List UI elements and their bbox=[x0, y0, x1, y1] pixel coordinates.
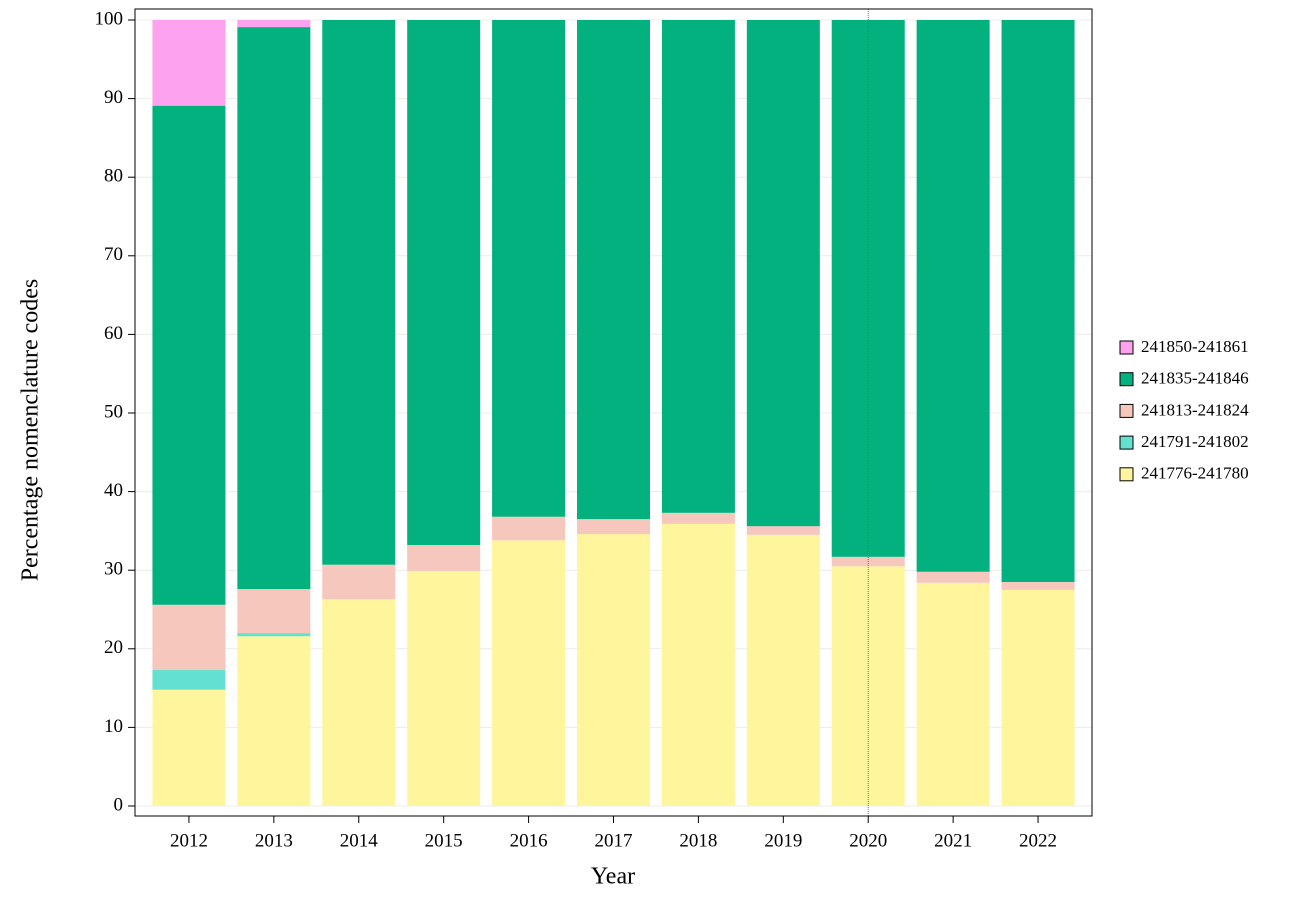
bar-segment bbox=[1001, 20, 1075, 582]
bar-segment bbox=[322, 20, 396, 565]
y-tick-label: 20 bbox=[104, 637, 123, 658]
legend-swatch bbox=[1119, 372, 1134, 387]
x-tick-label: 2021 bbox=[934, 830, 972, 851]
y-axis-title: Percentage nomenclature codes bbox=[18, 279, 44, 582]
bar-segment bbox=[1001, 589, 1075, 806]
bar-segment bbox=[746, 534, 820, 806]
legend-label: 241835-241846 bbox=[1141, 369, 1249, 388]
legend-swatch bbox=[1119, 435, 1134, 450]
bar-segment bbox=[322, 599, 396, 806]
bar-segment bbox=[237, 589, 311, 634]
bar-segment bbox=[661, 512, 735, 524]
x-tick-label: 2018 bbox=[679, 830, 717, 851]
bar-segment bbox=[831, 20, 905, 557]
legend-label: 241776-241780 bbox=[1141, 464, 1249, 483]
legend-label: 241850-241861 bbox=[1141, 337, 1249, 356]
legend-swatch bbox=[1119, 340, 1134, 355]
x-tick-label: 2020 bbox=[849, 830, 887, 851]
bar-segment bbox=[407, 20, 481, 546]
legend-swatch bbox=[1119, 403, 1134, 418]
y-tick-label: 30 bbox=[104, 559, 123, 580]
bar-segment bbox=[152, 20, 226, 106]
bar-segment bbox=[1001, 581, 1075, 590]
bar-segment bbox=[576, 534, 651, 806]
y-tick-label: 10 bbox=[104, 716, 123, 737]
bar-segment bbox=[916, 20, 990, 572]
bar-segment bbox=[492, 516, 566, 541]
bar-segment bbox=[407, 545, 481, 571]
x-tick-label: 2014 bbox=[340, 830, 379, 851]
bar-segment bbox=[916, 571, 990, 583]
bar-segment bbox=[237, 636, 311, 806]
bar-segment bbox=[152, 670, 226, 690]
legend-label: 241813-241824 bbox=[1141, 400, 1249, 419]
bar-segment bbox=[492, 540, 566, 806]
bar-segment bbox=[661, 20, 735, 513]
legend-label: 241791-241802 bbox=[1141, 432, 1249, 451]
bar-segment bbox=[152, 105, 226, 605]
y-tick-label: 40 bbox=[104, 480, 123, 501]
bar-segment bbox=[576, 20, 651, 520]
bar-segment bbox=[746, 20, 820, 527]
bar-segment bbox=[237, 27, 311, 590]
y-tick-label: 90 bbox=[104, 87, 123, 108]
x-tick-label: 2017 bbox=[595, 830, 633, 851]
x-tick-label: 2022 bbox=[1019, 830, 1057, 851]
y-tick-label: 60 bbox=[104, 323, 123, 344]
bar-segment bbox=[831, 566, 905, 806]
y-tick-label: 70 bbox=[104, 244, 123, 265]
y-tick-label: 80 bbox=[104, 166, 123, 187]
x-tick-label: 2013 bbox=[255, 830, 293, 851]
bar-segment bbox=[492, 20, 566, 517]
bar-segment bbox=[661, 523, 735, 806]
bar-segment bbox=[576, 519, 651, 535]
bar-segment bbox=[407, 570, 481, 806]
legend-swatch bbox=[1119, 467, 1134, 482]
bar-segment bbox=[152, 689, 226, 806]
y-tick-label: 0 bbox=[114, 794, 124, 815]
bar-segment bbox=[746, 526, 820, 535]
bar-segment bbox=[152, 604, 226, 671]
x-axis-title: Year bbox=[591, 864, 635, 890]
plot-area bbox=[135, 19, 1092, 807]
x-tick-label: 2012 bbox=[170, 830, 208, 851]
x-tick-label: 2015 bbox=[425, 830, 463, 851]
bar-segment bbox=[237, 20, 311, 28]
y-tick-label: 50 bbox=[104, 401, 123, 422]
x-tick-label: 2016 bbox=[510, 830, 548, 851]
bar-segment bbox=[322, 564, 396, 600]
bar-segment bbox=[237, 633, 311, 637]
bar-segment bbox=[916, 582, 990, 806]
x-tick-label: 2019 bbox=[764, 830, 802, 851]
y-tick-label: 100 bbox=[95, 8, 124, 29]
